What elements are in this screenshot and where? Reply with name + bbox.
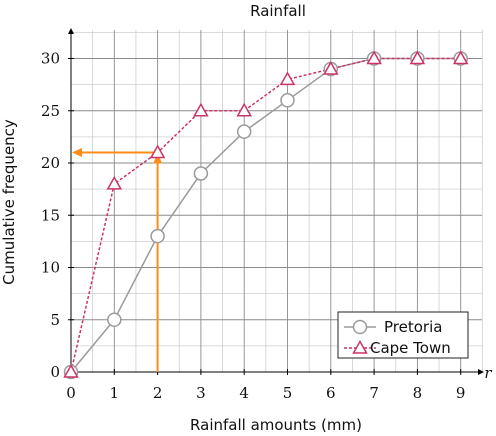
series-group xyxy=(63,50,469,380)
y-tick-label: 15 xyxy=(41,206,60,224)
annotation-arrowhead-left-icon xyxy=(72,148,82,158)
legend-entry-cape-town: Cape Town xyxy=(344,339,451,357)
legend-label-cape-town: Cape Town xyxy=(370,339,451,357)
data-point-circle xyxy=(236,124,252,139)
chart-title: Rainfall xyxy=(250,2,306,20)
x-axis-symbol: r xyxy=(484,364,492,382)
x-tick-label: 3 xyxy=(196,384,206,402)
y-tick-label: 10 xyxy=(41,259,60,277)
x-tick-label: 6 xyxy=(326,384,336,402)
data-point-triangle xyxy=(366,50,382,65)
legend-entry-pretoria: Pretoria xyxy=(344,318,442,336)
data-point-triangle xyxy=(409,50,426,65)
data-point-triangle xyxy=(236,102,252,117)
y-axis-label: Cumulative frequency xyxy=(0,119,18,285)
x-axis-arrow-icon xyxy=(478,369,484,375)
data-point-circle xyxy=(107,312,122,327)
series-line-pretoria xyxy=(70,57,461,373)
x-tick-label: 5 xyxy=(283,384,293,402)
x-axis-label: Rainfall amounts (mm) xyxy=(190,416,362,434)
data-point-triangle xyxy=(193,102,209,117)
legend-marker-triangle-icon xyxy=(352,339,368,354)
data-point-triangle xyxy=(323,60,339,75)
y-tick-label: 30 xyxy=(41,50,60,68)
y-tick-label: 20 xyxy=(41,154,60,172)
data-point-triangle xyxy=(63,363,79,378)
x-tick-label: 9 xyxy=(456,384,466,402)
data-point-circle xyxy=(150,228,165,244)
x-tick-label: 8 xyxy=(413,384,423,402)
data-point-circle xyxy=(280,93,295,108)
x-tick-label: 1 xyxy=(110,384,120,402)
reading-annotation xyxy=(72,148,163,372)
y-tick-label: 25 xyxy=(41,102,60,120)
legend-label-pretoria: Pretoria xyxy=(384,318,442,336)
minor-gridlines xyxy=(71,30,483,372)
data-point-triangle xyxy=(106,175,123,190)
y-axis-arrow-icon xyxy=(68,28,74,34)
x-tick-label: 7 xyxy=(369,384,379,402)
series-line-cape-town xyxy=(70,57,461,373)
data-point-triangle xyxy=(452,50,469,65)
y-tick-labels: 0 5 10 15 20 25 30 xyxy=(41,50,60,382)
x-tick-label: 4 xyxy=(239,384,249,402)
data-point-triangle xyxy=(149,144,166,159)
x-tick-label: 2 xyxy=(153,384,163,402)
y-tick-label: 5 xyxy=(50,311,60,329)
legend-marker-circle-icon xyxy=(352,319,368,335)
legend: Pretoria Cape Town xyxy=(337,311,469,359)
data-point-triangle xyxy=(279,71,296,86)
x-tick-label: 0 xyxy=(66,384,76,402)
y-tick-label: 0 xyxy=(50,363,60,381)
x-tick-labels: 0 1 2 3 4 5 6 7 8 9 xyxy=(66,384,465,402)
annotation-arrowhead-up-icon xyxy=(153,153,163,164)
data-point-circle xyxy=(193,166,209,181)
